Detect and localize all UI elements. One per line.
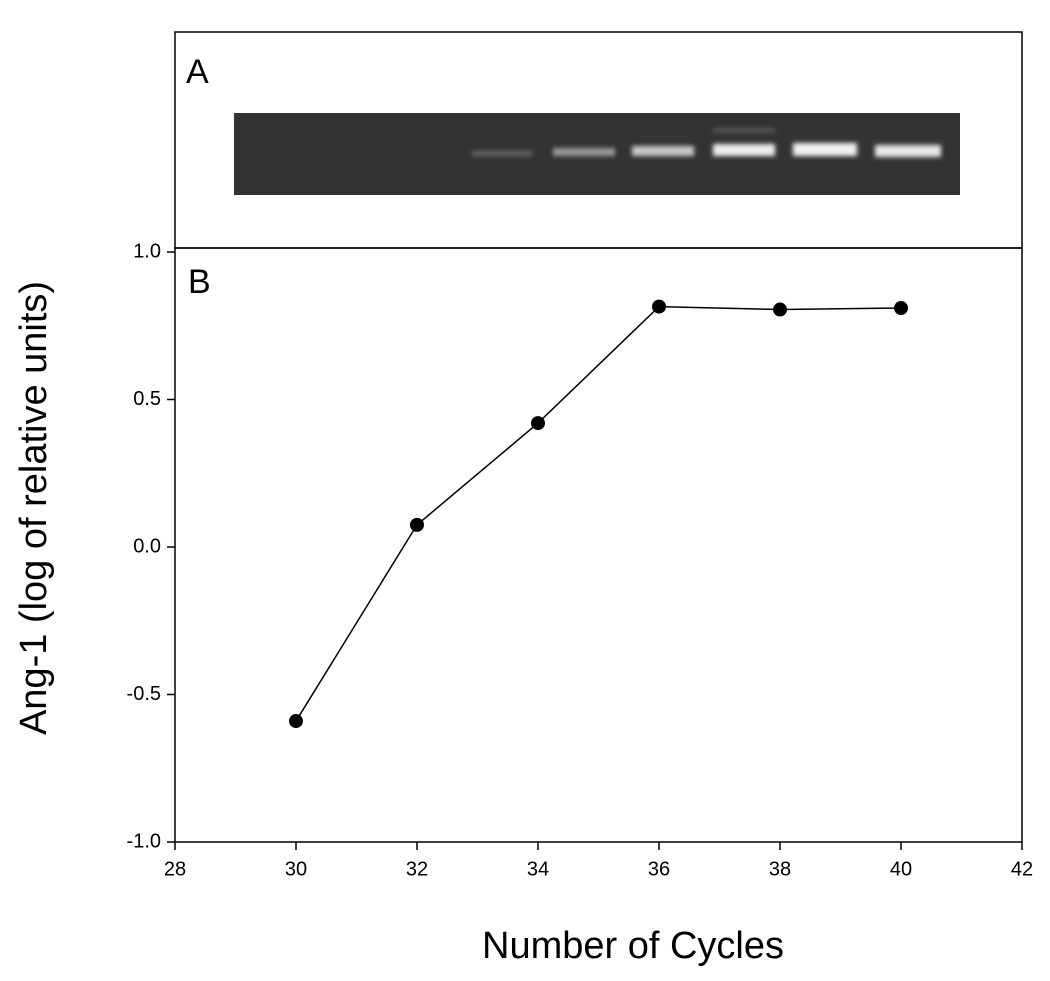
x-tick-label: 34 <box>527 858 549 880</box>
gel-band <box>793 143 857 156</box>
gel-band <box>472 151 532 156</box>
gel-band <box>875 145 941 157</box>
gel-band <box>713 144 775 156</box>
gel-image <box>234 113 960 195</box>
y-tick-label: -0.5 <box>127 683 161 705</box>
panel-label: B <box>188 263 211 301</box>
series-line <box>295 305 902 722</box>
y-tick-label: 1.0 <box>133 240 161 262</box>
data-point <box>410 517 424 532</box>
x-tick-label: 32 <box>406 858 428 880</box>
gel-band <box>553 148 615 156</box>
y-axis-title: Ang-1 (log of relative units) <box>13 281 55 735</box>
x-tick-label: 38 <box>769 858 791 880</box>
data-point <box>531 416 545 431</box>
x-tick-label: 30 <box>285 858 307 880</box>
data-point <box>289 714 303 729</box>
gel-band <box>632 146 694 156</box>
y-tick-label: -1.0 <box>127 830 161 852</box>
x-tick-label: 36 <box>648 858 670 880</box>
data-point <box>652 299 666 314</box>
x-tick-label: 42 <box>1011 858 1033 880</box>
y-tick-label: 0.5 <box>133 388 161 410</box>
data-point <box>773 302 787 317</box>
data-point <box>894 301 908 316</box>
panel-label: A <box>186 53 209 91</box>
y-tick-label: 0.0 <box>133 535 161 557</box>
plot-frame <box>174 247 1023 843</box>
x-axis-title: Number of Cycles <box>482 925 784 967</box>
gel-band <box>713 128 775 133</box>
x-tick-label: 40 <box>890 858 912 880</box>
x-tick-label: 28 <box>164 858 186 880</box>
